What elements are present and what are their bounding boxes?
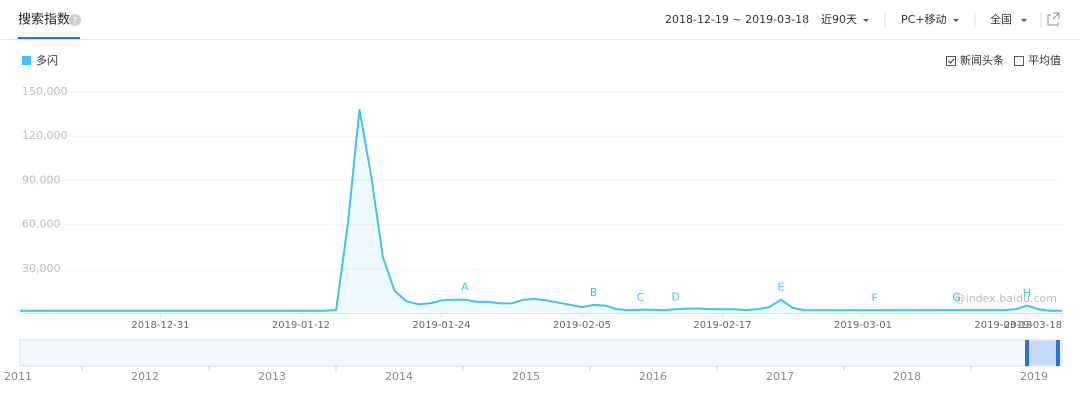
check-mark xyxy=(948,58,955,64)
overview-handle[interactable] xyxy=(1025,340,1029,366)
tab-underline xyxy=(18,37,80,39)
y-tick-label: 30,000 xyxy=(22,262,61,275)
checkbox-checked[interactable] xyxy=(946,56,956,66)
overview-year-label: 2011 xyxy=(4,370,32,383)
line xyxy=(20,108,1062,312)
overview-year-label: 2013 xyxy=(258,370,286,383)
legend-swatch xyxy=(22,56,31,65)
dropdown-arrow xyxy=(953,19,959,22)
annotation-label: G xyxy=(952,291,961,304)
x-tick-label: 2019-03-01 xyxy=(834,320,892,331)
overview-handle[interactable] xyxy=(1056,340,1060,366)
y-tick-label: 120,000 xyxy=(22,129,68,142)
overview-selection[interactable] xyxy=(1027,341,1058,365)
annotation-label: H xyxy=(1023,287,1031,300)
legend-label[interactable]: 多闪 xyxy=(36,53,58,67)
annotation-label: D xyxy=(671,290,679,303)
period-select[interactable]: 近90天 xyxy=(821,13,857,26)
overview-year-label: 2019 xyxy=(1020,370,1048,383)
option-label[interactable]: 平均值 xyxy=(1028,54,1061,67)
x-tick-label: 2019-01-12 xyxy=(272,320,330,331)
annotation-label: B xyxy=(590,286,598,299)
option-label[interactable]: 新闻头条 xyxy=(960,53,1004,67)
annotation-label: A xyxy=(461,281,469,294)
overview-track[interactable] xyxy=(19,339,1063,367)
annotation-label: C xyxy=(637,291,645,304)
date-range[interactable]: 2018-12-19 ~ 2019-03-18 xyxy=(665,13,809,26)
device-select[interactable]: PC+移动 xyxy=(901,13,947,26)
annotation-label: E xyxy=(778,281,785,294)
x-tick-label: 2019-02-17 xyxy=(693,320,751,331)
overview-year-label: 2017 xyxy=(766,370,794,383)
x-tick-label: 2018-12-31 xyxy=(131,320,189,331)
watermark: @index.baidu.com xyxy=(955,292,1057,305)
dropdown-arrow xyxy=(863,19,869,22)
y-tick-label: 60,000 xyxy=(22,218,61,231)
overview-year-label: 2012 xyxy=(131,370,159,383)
x-tick-label: 2019-03-13 xyxy=(974,320,1032,331)
dropdown-arrow xyxy=(1021,19,1027,22)
overview-year-label: 2015 xyxy=(512,370,540,383)
checkbox[interactable] xyxy=(1014,56,1024,66)
y-tick-label: 90,000 xyxy=(22,173,61,186)
help-icon-text: ? xyxy=(73,17,78,27)
x-tick-label: 2019-03-18 xyxy=(1004,320,1062,331)
export-icon[interactable] xyxy=(1047,12,1060,26)
overview-year-label: 2014 xyxy=(385,370,413,383)
annotation-label: F xyxy=(872,291,878,304)
x-tick-label: 2019-02-05 xyxy=(553,320,611,331)
tab-title[interactable]: 搜索指数 xyxy=(18,13,70,28)
y-tick-label: 150,000 xyxy=(22,85,68,98)
help-icon[interactable] xyxy=(69,14,81,26)
overview-year-label: 2018 xyxy=(893,370,921,383)
x-tick-label: 2019-01-24 xyxy=(412,320,470,331)
overview-year-label: 2016 xyxy=(639,370,667,383)
area xyxy=(20,109,1062,313)
region-select[interactable]: 全国 xyxy=(990,12,1012,26)
